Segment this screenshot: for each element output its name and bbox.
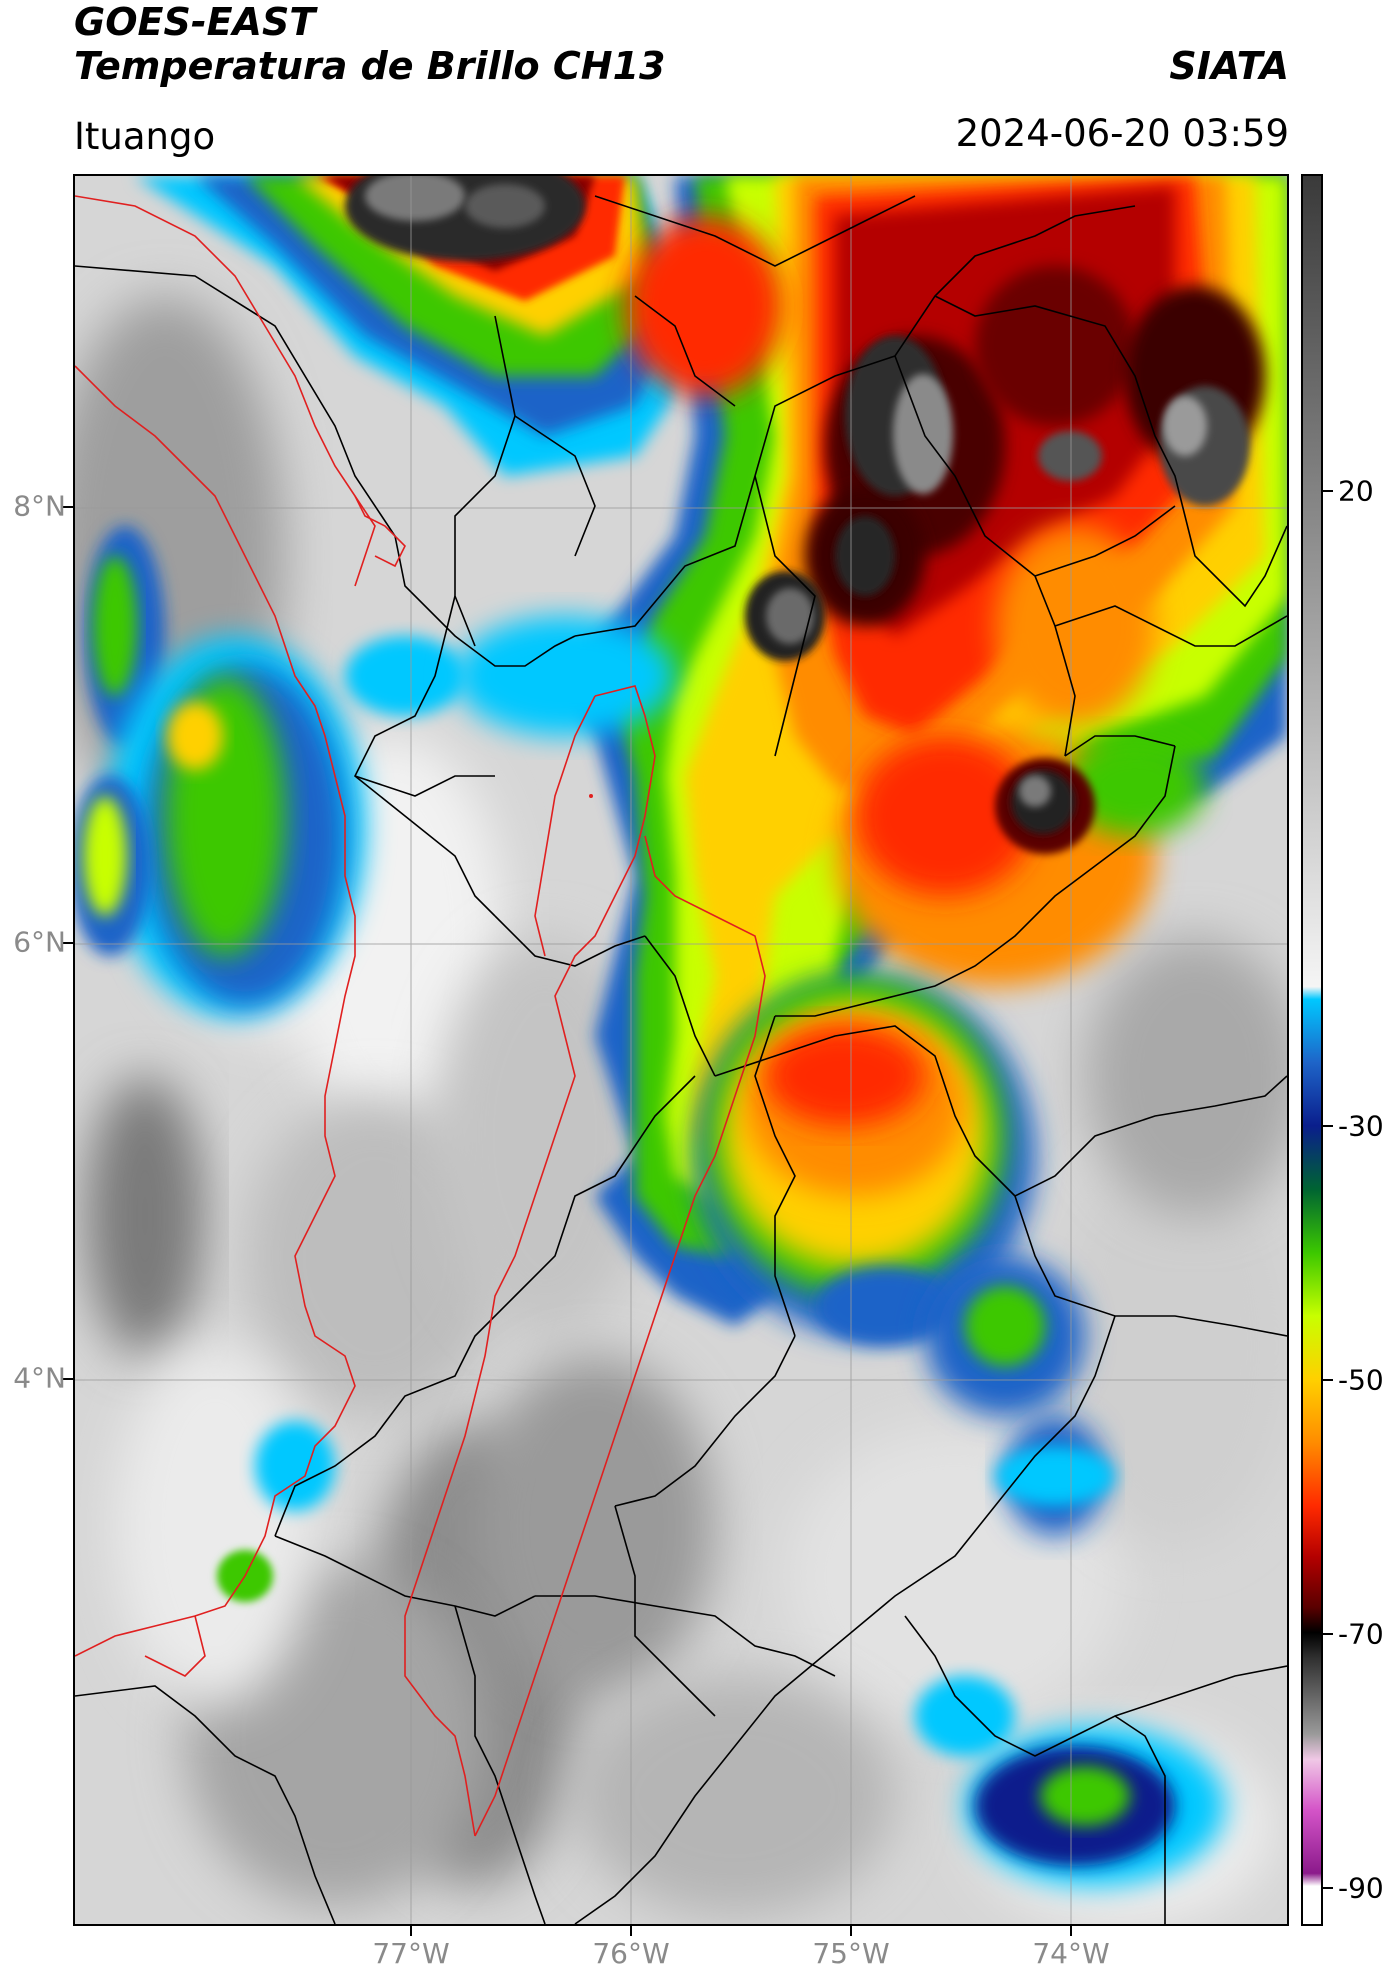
lon-label: 74°W (1032, 1937, 1110, 1970)
colorbar-tick (1323, 1125, 1333, 1128)
southern-storm-cell (695, 976, 1115, 1536)
lat-tick-8 (63, 506, 73, 508)
city-markers (589, 794, 593, 798)
colorbar-tick-label: 20 (1338, 474, 1374, 508)
department-boundaries (75, 195, 1287, 1924)
colorbar-tick (1323, 1886, 1333, 1889)
map-canvas (75, 176, 1287, 1924)
lon-label: 76°W (592, 1937, 670, 1970)
colorbar-tick-label: -30 (1338, 1109, 1384, 1143)
satellite-title: GOES-EAST (74, 0, 316, 44)
pacific-storm-cells (75, 526, 675, 1602)
product-title: Temperatura de Brillo CH13 (74, 44, 666, 88)
colorbar-tick-label: -90 (1338, 1871, 1384, 1905)
lon-tick-76 (630, 1926, 632, 1936)
temperature-colorbar (1301, 174, 1323, 1926)
colorbar-tick (1323, 1379, 1333, 1382)
colorbar-tick (1323, 490, 1333, 493)
lat-tick-6 (63, 942, 73, 944)
organization-label: SIATA (1169, 44, 1289, 88)
lon-label: 75°W (812, 1937, 890, 1970)
lon-tick-74 (1070, 1926, 1072, 1936)
location-label: Ituango (74, 115, 216, 158)
lon-tick-77 (410, 1926, 412, 1936)
lat-tick-4 (63, 1378, 73, 1380)
colorbar-tick-label: -70 (1338, 1617, 1384, 1651)
lat-label: 8°N (13, 489, 66, 523)
colorbar-tick-label: -50 (1338, 1363, 1384, 1397)
lon-label: 77°W (372, 1937, 450, 1970)
timestamp-label: 2024-06-20 03:59 (955, 112, 1289, 155)
lat-label: 4°N (13, 1361, 66, 1395)
lon-tick-75 (850, 1926, 852, 1936)
lat-label: 6°N (13, 925, 66, 959)
satellite-map[interactable] (73, 174, 1289, 1926)
northern-storm-band (135, 176, 695, 476)
coastline-boundaries (75, 195, 766, 1837)
colorbar-tick (1323, 1633, 1333, 1635)
